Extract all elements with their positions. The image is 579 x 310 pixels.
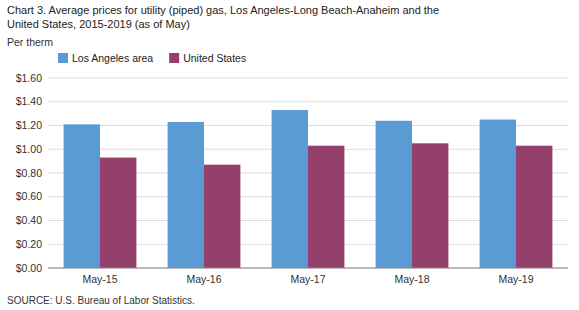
legend-swatch — [58, 53, 68, 63]
y-tick-label: $1.20 — [16, 119, 42, 131]
legend: Los Angeles area United States — [58, 52, 246, 64]
x-tick-label: May-18 — [394, 273, 429, 285]
bar — [272, 110, 308, 268]
y-tick-label: $0.60 — [16, 190, 42, 202]
x-tick-label: May-15 — [82, 273, 117, 285]
bar — [412, 143, 448, 268]
bar — [376, 121, 412, 268]
subtitle: United States, 2015-2019 (as of May) — [7, 18, 190, 30]
y-tick-label: $1.00 — [16, 143, 42, 155]
grid-line — [48, 268, 568, 269]
bar — [480, 120, 516, 268]
x-tick-label: May-16 — [186, 273, 221, 285]
x-axis: May-15 May-16 May-17 May-18 May-19 — [82, 273, 533, 285]
x-axis-line — [48, 268, 568, 269]
y-axis: $0.00 $0.20 $0.40 $0.60 $0.80 $1.00 $1.20 $1.40… — [16, 72, 568, 274]
chart: Chart 3. Average prices for utility (pip… — [0, 0, 579, 310]
bar — [204, 165, 240, 268]
y-tick-label: $0.00 — [16, 262, 42, 274]
x-tick-label: May-19 — [498, 273, 533, 285]
bar — [64, 124, 100, 268]
y-axis-label: Per therm — [7, 36, 53, 48]
y-tick-label: $0.40 — [16, 214, 42, 226]
y-tick-label: $1.40 — [16, 95, 42, 107]
bar — [168, 122, 204, 268]
legend-swatch — [169, 53, 179, 63]
y-tick-label: $0.80 — [16, 167, 42, 179]
grid-line — [48, 101, 568, 102]
bar — [516, 146, 552, 268]
bars — [64, 110, 553, 268]
title: Chart 3. Average prices for utility (pip… — [7, 4, 439, 16]
bar — [308, 146, 344, 268]
y-tick-label: $0.20 — [16, 238, 42, 250]
source: SOURCE: U.S. Bureau of Labor Statistics. — [7, 295, 195, 306]
bar — [100, 158, 136, 268]
x-tick-label: May-17 — [290, 273, 325, 285]
grid-line — [48, 78, 568, 79]
y-tick-label: $1.60 — [16, 72, 42, 84]
legend-label: Los Angeles area — [72, 52, 153, 64]
legend-label: United States — [183, 52, 246, 64]
